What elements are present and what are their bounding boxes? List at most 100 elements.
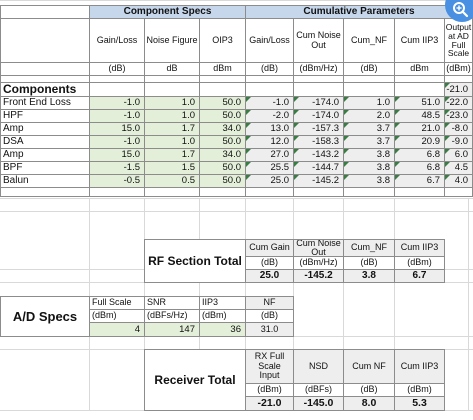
cell-out[interactable]: 4.0: [444, 174, 473, 188]
unit-gain-loss: (dB): [89, 62, 145, 76]
cell-nf[interactable]: 1.0: [144, 96, 200, 110]
blank-corner: [0, 5, 90, 19]
cell-cnf[interactable]: 3.8: [343, 148, 395, 162]
rx-v-iip3[interactable]: 5.3: [394, 396, 445, 411]
cell-nf[interactable]: 1.7: [144, 148, 200, 162]
cell-oip3[interactable]: 50.0: [199, 174, 246, 188]
cell-out[interactable]: 6.0: [444, 148, 473, 162]
cell-oip3[interactable]: 50.0: [199, 161, 246, 175]
cell-cnoise[interactable]: -174.0: [293, 96, 344, 110]
rx-u-nsd: (dBFs): [293, 383, 344, 397]
cell-nf[interactable]: 1.7: [144, 122, 200, 136]
rf-u-iip3: (dBm): [394, 256, 445, 270]
cell-gain[interactable]: -1.5: [89, 161, 145, 175]
cell-cnoise[interactable]: -145.2: [293, 174, 344, 188]
rf-v-noise[interactable]: -145.2: [293, 269, 344, 283]
cell-out[interactable]: -9.0: [444, 135, 473, 149]
ad-v-fullscale[interactable]: 4: [89, 322, 145, 337]
cell-nf[interactable]: 1.0: [144, 135, 200, 149]
cell-gain[interactable]: -1.0: [89, 96, 145, 110]
cell-cnoise[interactable]: -144.7: [293, 161, 344, 175]
cell-gain[interactable]: 15.0: [89, 122, 145, 136]
cell-cnoise[interactable]: -174.0: [293, 109, 344, 123]
spacer-cell: [343, 187, 395, 197]
cell-cgain[interactable]: 25.0: [245, 174, 294, 188]
ad-h-snr: SNR: [144, 296, 200, 310]
ad-u-nf: (dB): [245, 309, 294, 323]
cell-cnf[interactable]: 3.8: [343, 161, 395, 175]
rf-v-iip3[interactable]: 6.7: [394, 269, 445, 283]
cell-ciip3[interactable]: 51.0: [394, 96, 445, 110]
cell-cgain[interactable]: -2.0: [245, 109, 294, 123]
cell-cnoise[interactable]: -157.3: [293, 122, 344, 136]
cell-cgain[interactable]: 27.0: [245, 148, 294, 162]
rx-v-nf[interactable]: 8.0: [343, 396, 395, 411]
cell-oip3[interactable]: 34.0: [199, 122, 246, 136]
cell-nf[interactable]: 1.5: [144, 161, 200, 175]
cell-cnf[interactable]: 3.7: [343, 135, 395, 149]
receiver-total-label: Receiver Total: [144, 349, 246, 411]
cell-ciip3[interactable]: 20.9: [394, 135, 445, 149]
cell-cnf[interactable]: 1.0: [343, 96, 395, 110]
unit-noise-figure: dB: [144, 62, 200, 76]
components-blank: [144, 82, 200, 97]
cell-out[interactable]: -22.0: [444, 96, 473, 110]
cell-nf[interactable]: 1.0: [144, 109, 200, 123]
cell-cnoise[interactable]: -158.3: [293, 135, 344, 149]
unit-cum-noise-out: (dBm/Hz): [293, 62, 344, 76]
component-name[interactable]: BPF: [0, 161, 90, 175]
spacer-cell: [293, 187, 344, 197]
rx-v-nsd[interactable]: -145.0: [293, 396, 344, 411]
component-name[interactable]: Amp: [0, 122, 90, 136]
components-label: Components: [0, 82, 90, 97]
rf-v-gain[interactable]: 25.0: [245, 269, 294, 283]
cell-nf[interactable]: 0.5: [144, 174, 200, 188]
col-header-cum-gain-loss: Gain/Loss: [245, 18, 294, 63]
cell-gain[interactable]: -1.0: [89, 135, 145, 149]
component-name[interactable]: Front End Loss: [0, 96, 90, 110]
cell-ciip3[interactable]: 21.0: [394, 122, 445, 136]
cell-cnf[interactable]: 2.0: [343, 109, 395, 123]
ad-v-nf[interactable]: 31.0: [245, 322, 294, 337]
cell-cnoise[interactable]: -143.2: [293, 148, 344, 162]
zoom-button[interactable]: [445, 0, 473, 22]
cell-cgain[interactable]: -1.0: [245, 96, 294, 110]
blank-units: [0, 62, 90, 76]
rf-total-label: RF Section Total: [144, 239, 246, 283]
component-name[interactable]: Amp: [0, 148, 90, 162]
cell-oip3[interactable]: 50.0: [199, 135, 246, 149]
blank-header: [0, 18, 90, 63]
cell-gain[interactable]: 15.0: [89, 148, 145, 162]
cell-oip3[interactable]: 50.0: [199, 96, 246, 110]
component-name[interactable]: HPF: [0, 109, 90, 123]
cell-out[interactable]: 4.5: [444, 161, 473, 175]
cell-cgain[interactable]: 13.0: [245, 122, 294, 136]
component-name[interactable]: Balun: [0, 174, 90, 188]
col-header-oip3: OIP3: [199, 18, 246, 63]
unit-cum-gain-loss: (dB): [245, 62, 294, 76]
spacer-cell: [444, 187, 473, 197]
cell-cnf[interactable]: 3.8: [343, 174, 395, 188]
cell-cnf[interactable]: 3.7: [343, 122, 395, 136]
cell-oip3[interactable]: 50.0: [199, 109, 246, 123]
cell-out[interactable]: -8.0: [444, 122, 473, 136]
cell-ciip3[interactable]: 6.7: [394, 174, 445, 188]
components-output[interactable]: -21.0: [444, 82, 473, 97]
rx-v-input[interactable]: -21.0: [245, 396, 294, 411]
cell-gain[interactable]: -0.5: [89, 174, 145, 188]
cell-ciip3[interactable]: 6.8: [394, 161, 445, 175]
cell-gain[interactable]: -1.0: [89, 109, 145, 123]
cell-cgain[interactable]: 25.5: [245, 161, 294, 175]
ad-v-iip3[interactable]: 36: [199, 322, 246, 337]
component-specs-header: Component Specs: [89, 5, 246, 19]
cell-ciip3[interactable]: 6.8: [394, 148, 445, 162]
rf-v-nf[interactable]: 3.8: [343, 269, 395, 283]
cell-cgain[interactable]: 12.0: [245, 135, 294, 149]
component-name[interactable]: DSA: [0, 135, 90, 149]
unit-output-ad: (dBm): [444, 62, 473, 76]
cell-oip3[interactable]: 34.0: [199, 148, 246, 162]
cell-ciip3[interactable]: 48.5: [394, 109, 445, 123]
ad-v-snr[interactable]: 147: [144, 322, 200, 337]
cell-out[interactable]: -23.0: [444, 109, 473, 123]
